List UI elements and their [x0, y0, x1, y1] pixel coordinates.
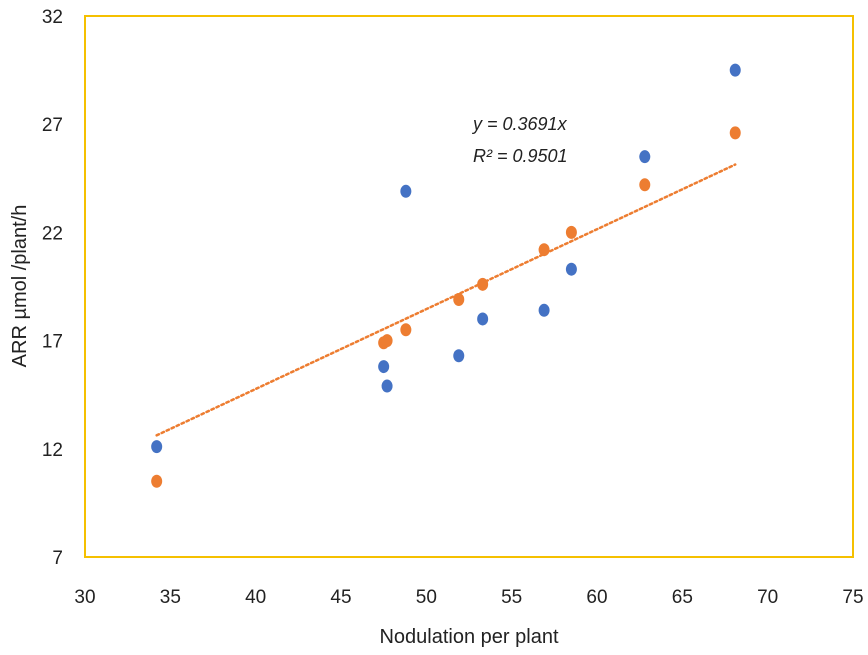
blue-data-point	[639, 150, 651, 164]
blue-data-point	[565, 262, 577, 276]
orange-data-point	[538, 243, 550, 257]
x-tick-label: 60	[586, 587, 607, 608]
y-tick-label: 17	[42, 332, 63, 353]
x-tick-label: 45	[330, 587, 351, 608]
blue-data-point	[453, 349, 465, 363]
x-tick-labels: 30 35 40 45 50 55 60 65 70 75	[74, 587, 863, 608]
trendline-r-squared: R² = 0.9501	[473, 146, 568, 166]
x-tick-label: 40	[245, 587, 266, 608]
points-layer	[151, 63, 741, 488]
x-tick-label: 70	[757, 587, 778, 608]
blue-data-point	[538, 303, 550, 317]
x-axis-label: Nodulation per plant	[379, 626, 558, 648]
y-tick-label: 7	[52, 548, 63, 569]
trendline-layer	[155, 163, 737, 437]
orange-data-point	[400, 323, 412, 337]
orange-data-point	[639, 178, 651, 192]
x-tick-label: 35	[160, 587, 181, 608]
plot-area-frame	[84, 15, 854, 558]
y-tick-label: 22	[42, 223, 63, 244]
x-tick-label: 30	[74, 587, 95, 608]
x-tick-label: 65	[672, 587, 693, 608]
orange-data-point	[729, 126, 741, 140]
blue-data-point	[381, 379, 393, 393]
orange-data-point	[381, 334, 393, 348]
orange-data-point	[151, 474, 163, 488]
orange-data-point	[477, 277, 489, 291]
blue-data-point	[378, 360, 390, 374]
trendline	[155, 163, 737, 437]
orange-data-point	[565, 225, 577, 239]
blue-data-point	[400, 184, 412, 198]
x-tick-label: 50	[416, 587, 437, 608]
blue-data-point	[477, 312, 489, 326]
y-tick-labels: 7 12 17 22 27 32	[42, 7, 63, 569]
y-tick-label: 27	[42, 115, 63, 136]
y-tick-label: 32	[42, 7, 63, 28]
blue-data-point	[729, 63, 741, 77]
x-tick-label: 75	[842, 587, 863, 608]
y-axis-label: ARR µmol /plant/h	[9, 205, 31, 368]
x-tick-label: 55	[501, 587, 522, 608]
y-tick-label: 12	[42, 440, 63, 461]
blue-data-point	[151, 440, 163, 454]
trendline-equation: y = 0.3691x	[471, 114, 568, 134]
orange-data-point	[453, 292, 465, 306]
